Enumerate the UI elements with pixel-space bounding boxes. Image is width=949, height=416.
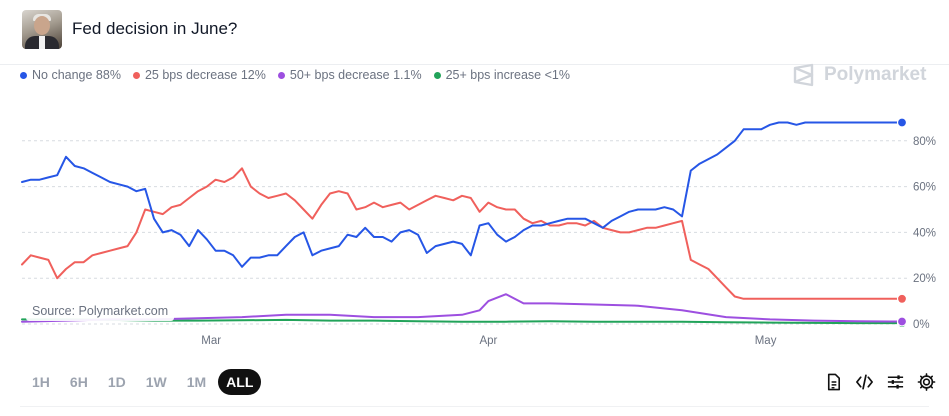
- legend-dot: [132, 71, 140, 79]
- legend-dot: [433, 71, 441, 79]
- source-label: Source: Polymarket.com: [26, 301, 175, 321]
- y-tick-label: 0%: [913, 319, 930, 331]
- series-endpoint-0: [896, 117, 908, 128]
- time-range-selector: 1H 6H 1D 1W 1M ALL: [24, 369, 262, 395]
- legend-dot: [277, 71, 285, 79]
- header-divider: [0, 64, 949, 65]
- brand-name: Polymarket: [824, 64, 927, 85]
- time-range-1m-button[interactable]: 1M: [179, 369, 214, 395]
- y-tick-label: 40%: [913, 227, 936, 239]
- x-tick-label: May: [755, 335, 777, 347]
- document-icon[interactable]: [824, 372, 843, 392]
- legend-item-25bps-increase: 25+ bps increase <1%: [433, 68, 570, 82]
- legend-label: No change 88%: [32, 68, 121, 82]
- time-range-all-button[interactable]: ALL: [218, 369, 262, 395]
- time-range-1h-button[interactable]: 1H: [24, 369, 58, 395]
- legend-item-no-change: No change 88%: [20, 68, 121, 82]
- series-line-0[interactable]: [21, 121, 903, 268]
- grid-layer: [22, 140, 910, 325]
- legend-label: 25+ bps increase <1%: [445, 68, 570, 82]
- x-tick-label: Mar: [201, 335, 221, 347]
- y-tick-label: 80%: [913, 136, 936, 148]
- legend-dot: [20, 71, 27, 79]
- x-tick-labels: Mar Apr May: [201, 335, 776, 347]
- code-icon[interactable]: [855, 372, 874, 392]
- legend-item-50bps-decrease: 50+ bps decrease 1.1%: [277, 68, 422, 82]
- series-endpoint-2: [896, 316, 908, 327]
- y-tick-label: 60%: [913, 182, 936, 194]
- series-line-1[interactable]: [21, 167, 903, 300]
- probability-chart[interactable]: 0% 20% 40% 60% 80% Mar Apr May: [0, 90, 949, 360]
- legend-label: 25 bps decrease 12%: [144, 68, 266, 82]
- time-range-6h-button[interactable]: 6H: [62, 369, 96, 395]
- x-tick-label: Apr: [479, 335, 497, 347]
- y-tick-label: 20%: [913, 273, 936, 285]
- series-endpoint-1: [896, 293, 908, 304]
- time-range-1w-button[interactable]: 1W: [138, 369, 175, 395]
- chart-toolbar: [824, 372, 936, 392]
- sliders-icon[interactable]: [886, 372, 905, 392]
- time-range-1d-button[interactable]: 1D: [100, 369, 134, 395]
- bottom-divider: [20, 406, 929, 407]
- series-endpoints: [896, 117, 908, 329]
- legend-label: 50+ bps decrease 1.1%: [289, 68, 422, 82]
- avatar: [22, 10, 62, 49]
- y-tick-labels: 0% 20% 40% 60% 80%: [913, 136, 936, 331]
- gear-icon[interactable]: [917, 372, 936, 392]
- series-line-2[interactable]: [21, 293, 903, 323]
- chart-legend: No change 88% 25 bps decrease 12% 50+ bp…: [20, 68, 570, 82]
- series-lines: [21, 121, 903, 325]
- polymarket-logo: Polymarket: [792, 63, 926, 87]
- legend-item-25bps-decrease: 25 bps decrease 12%: [132, 68, 266, 82]
- page-title: Fed decision in June?: [72, 19, 238, 38]
- polymarket-logo-icon: [793, 63, 814, 87]
